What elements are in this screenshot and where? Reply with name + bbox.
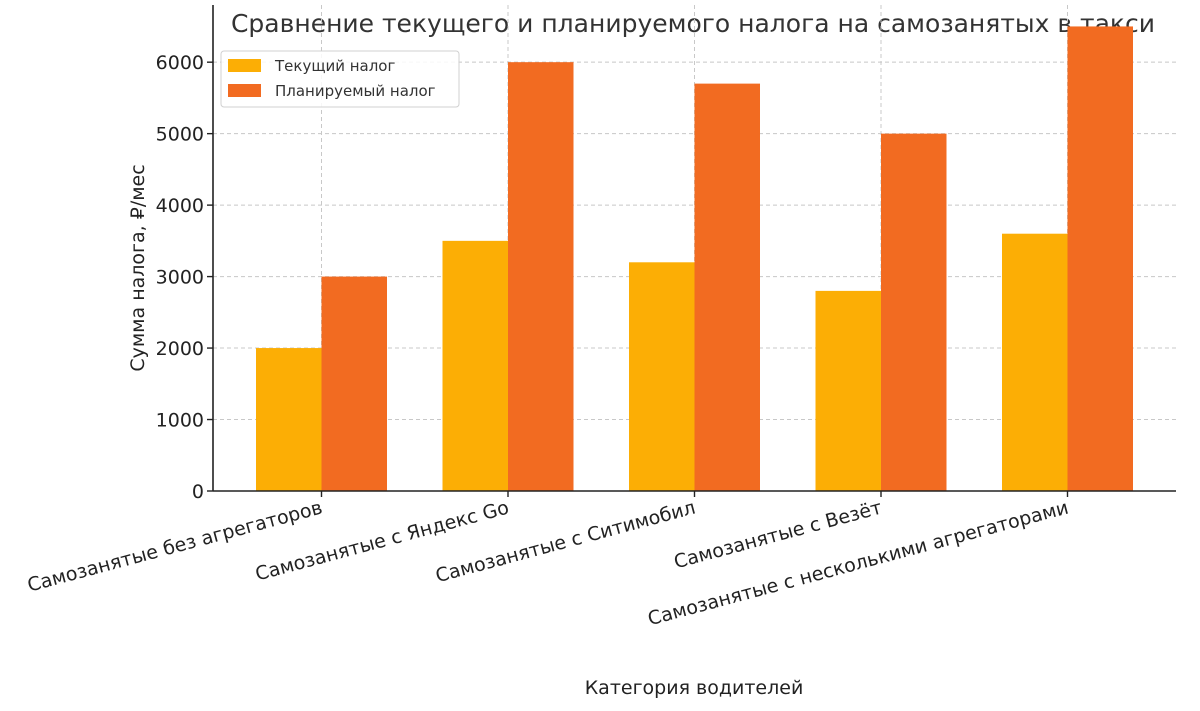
y-tick-label: 2000 — [156, 338, 204, 360]
y-tick-label: 3000 — [156, 267, 204, 289]
legend-swatch-planned — [228, 84, 261, 97]
legend-box — [220, 50, 460, 108]
legend: Текущий налог Планируемый налог — [220, 50, 460, 108]
bar-current — [1002, 233, 1068, 492]
bar-planned — [321, 276, 387, 491]
bar-planned — [508, 62, 574, 491]
bar-planned — [694, 83, 760, 491]
legend-label-current: Текущий налог — [274, 57, 395, 75]
y-tick-label: 6000 — [156, 52, 204, 74]
bar-planned — [881, 133, 947, 491]
legend-label-planned: Планируемый налог — [275, 82, 436, 100]
y-ticks: 0 1000 2000 3000 4000 5000 6000 — [156, 52, 213, 503]
bar-current — [442, 240, 508, 491]
y-axis-title: Сумма налога, ₽/мес — [127, 164, 149, 371]
bar-current — [256, 348, 322, 491]
y-tick-label: 5000 — [156, 124, 204, 146]
bar-current — [629, 262, 695, 491]
bars — [256, 26, 1133, 492]
x-tick-label: Самозанятые без агрегаторов — [25, 497, 325, 597]
y-tick-label: 0 — [192, 481, 204, 503]
bar-current — [815, 290, 881, 491]
x-axis-title: Категория водителей — [585, 677, 804, 699]
bar-planned — [1067, 26, 1133, 492]
legend-swatch-current — [228, 59, 261, 72]
chart-title: Сравнение текущего и планируемого налога… — [231, 9, 1155, 38]
y-tick-label: 4000 — [156, 195, 204, 217]
y-tick-label: 1000 — [156, 410, 204, 432]
